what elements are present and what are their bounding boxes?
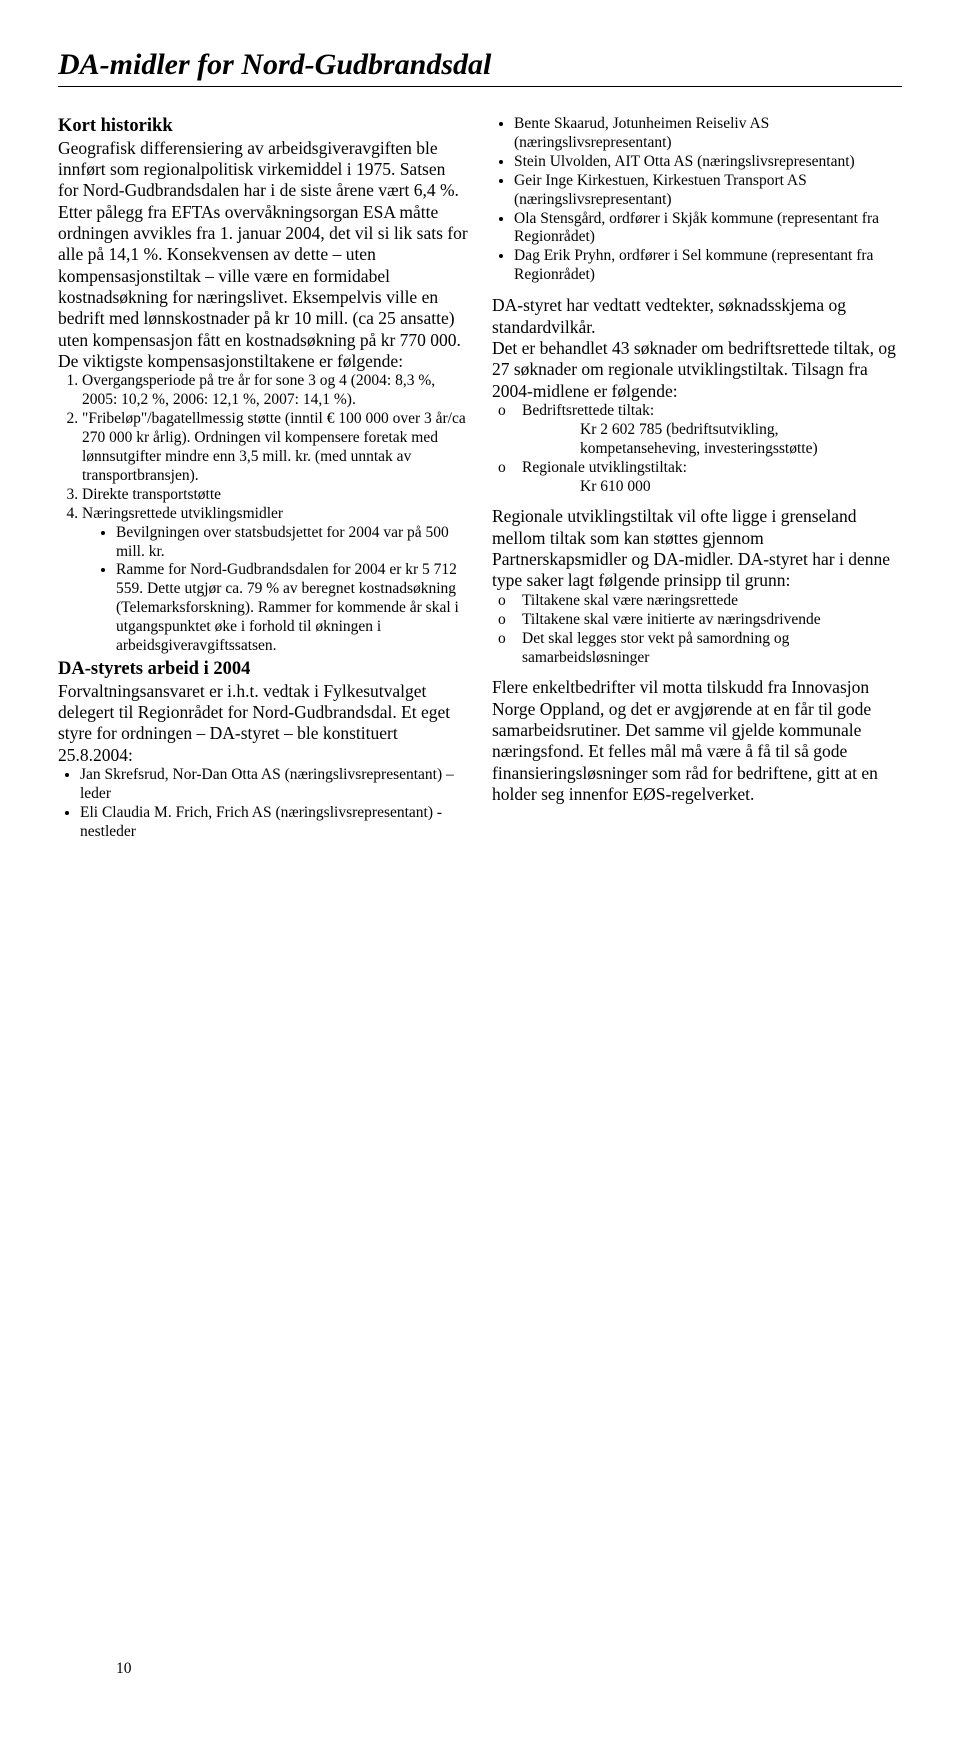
list-item: Dag Erik Pryhn, ordfører i Sel kommune (… [514,247,902,285]
column-left: Kort historikk Geografisk differensierin… [58,115,468,842]
list-item: Ramme for Nord-Gudbrandsdalen for 2004 e… [116,561,468,656]
list-item: Næringsrettede utviklingsmidler Bevilgni… [82,505,468,656]
list-item-label: Bedriftsrettede tiltak: [522,402,654,419]
column-right: Bente Skaarud, Jotunheimen Reiseliv AS (… [492,115,902,842]
spacer [492,667,902,677]
list-item: Ola Stensgård, ordfører i Skjåk kommune … [514,210,902,248]
two-columns: Kort historikk Geografisk differensierin… [58,115,902,842]
paragraph: Geografisk differensiering av arbeidsgiv… [58,138,468,202]
title-rule [58,86,902,87]
paragraph: De viktigste kompensasjonstiltakene er f… [58,351,468,372]
list-item: Direkte transportstøtte [82,486,468,505]
list-item: Geir Inge Kirkestuen, Kirkestuen Transpo… [514,172,902,210]
numbered-list: Overgangsperiode på tre år for sone 3 og… [58,372,468,656]
heading-dastyret: DA-styrets arbeid i 2004 [58,658,468,681]
list-item: Bevilgningen over statsbudsjettet for 20… [116,524,468,562]
list-item: Overgangsperiode på tre år for sone 3 og… [82,372,468,410]
list-item: Stein Ulvolden, AIT Otta AS (næringslivs… [514,153,902,172]
page-title: DA-midler for Nord-Gudbrandsdal [58,48,902,82]
sub-bullets: Bevilgningen over statsbudsjettet for 20… [82,524,468,656]
paragraph: Forvaltningsansvaret er i.h.t. vedtak i … [58,681,468,766]
member-bullets: Jan Skrefsrud, Nor-Dan Otta AS (næringsl… [58,766,468,842]
o-list: Tiltakene skal være næringsrettede Tilta… [492,592,902,668]
list-item-sub: Kr 2 602 785 (bedriftsutvikling, kompeta… [522,421,902,459]
list-item: Bente Skaarud, Jotunheimen Reiseliv AS (… [514,115,902,153]
list-item-sub: Kr 610 000 [522,478,902,497]
paragraph: Etter pålegg fra EFTAs overvåkningsorgan… [58,202,468,351]
list-item: Jan Skrefsrud, Nor-Dan Otta AS (næringsl… [80,766,468,804]
paragraph: DA-styret har vedtatt vedtekter, søknads… [492,295,902,338]
spacer [492,285,902,295]
list-item: Eli Claudia M. Frich, Frich AS (næringsl… [80,804,468,842]
paragraph: Det er behandlet 43 søknader om bedrifts… [492,338,902,402]
list-item-label: Næringsrettede utviklingsmidler [82,505,283,522]
spacer [492,496,902,506]
list-item-label: Regionale utviklingstiltak: [522,459,687,476]
paragraph: Flere enkeltbedrifter vil motta tilskudd… [492,677,902,805]
member-bullets-right: Bente Skaarud, Jotunheimen Reiseliv AS (… [492,115,902,285]
list-item: Bedriftsrettede tiltak: Kr 2 602 785 (be… [492,402,902,459]
paragraph: Regionale utviklingstiltak vil ofte ligg… [492,506,902,591]
page-number: 10 [116,1660,132,1678]
list-item: "Fribeløp"/bagatellmessig støtte (inntil… [82,410,468,486]
list-item: Tiltakene skal være næringsrettede [492,592,902,611]
o-list: Bedriftsrettede tiltak: Kr 2 602 785 (be… [492,402,902,497]
page: DA-midler for Nord-Gudbrandsdal Kort his… [58,48,902,1714]
list-item: Det skal legges stor vekt på samordning … [492,630,902,668]
list-item: Tiltakene skal være initierte av nærings… [492,611,902,630]
heading-kort-historikk: Kort historikk [58,115,468,138]
list-item: Regionale utviklingstiltak: Kr 610 000 [492,459,902,497]
